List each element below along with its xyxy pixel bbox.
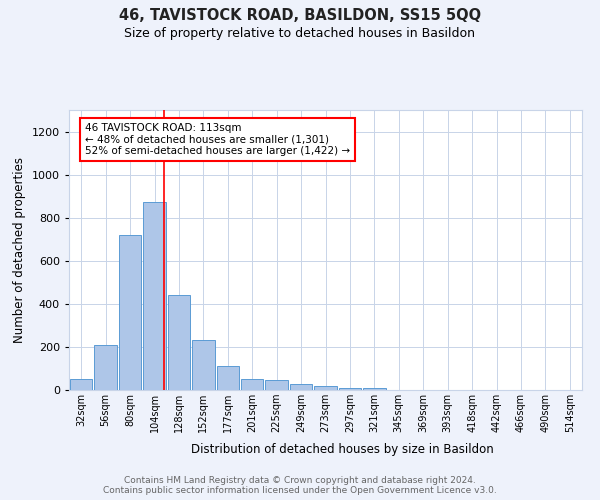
Bar bbox=[338, 388, 361, 390]
Bar bbox=[241, 379, 263, 390]
Y-axis label: Number of detached properties: Number of detached properties bbox=[13, 157, 26, 343]
Text: Distribution of detached houses by size in Basildon: Distribution of detached houses by size … bbox=[191, 442, 493, 456]
Bar bbox=[167, 295, 190, 390]
Bar bbox=[119, 235, 142, 390]
Bar bbox=[363, 388, 386, 390]
Text: Contains HM Land Registry data © Crown copyright and database right 2024.
Contai: Contains HM Land Registry data © Crown c… bbox=[103, 476, 497, 495]
Text: 46 TAVISTOCK ROAD: 113sqm
← 48% of detached houses are smaller (1,301)
52% of se: 46 TAVISTOCK ROAD: 113sqm ← 48% of detac… bbox=[85, 123, 350, 156]
Bar bbox=[314, 386, 337, 390]
Text: Size of property relative to detached houses in Basildon: Size of property relative to detached ho… bbox=[125, 28, 476, 40]
Bar bbox=[265, 380, 288, 390]
Bar bbox=[192, 340, 215, 390]
Bar bbox=[290, 384, 313, 390]
Bar bbox=[143, 202, 166, 390]
Bar bbox=[217, 366, 239, 390]
Bar bbox=[94, 345, 117, 390]
Bar bbox=[70, 379, 92, 390]
Text: 46, TAVISTOCK ROAD, BASILDON, SS15 5QQ: 46, TAVISTOCK ROAD, BASILDON, SS15 5QQ bbox=[119, 8, 481, 22]
